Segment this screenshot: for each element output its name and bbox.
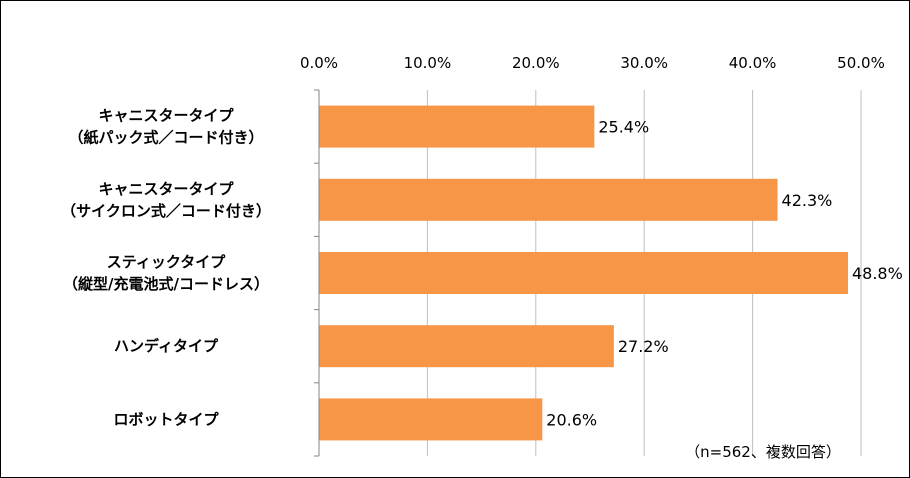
category-labels: キャニスタータイプ （紙パック式／コード付き） キャニスタータイプ （サイクロン式／コ… <box>61 107 271 429</box>
x-tick-label: 40.0% <box>729 54 777 72</box>
x-tick-label: 30.0% <box>620 54 668 72</box>
x-tick-label: 20.0% <box>512 54 560 72</box>
data-labels: 25.4% 42.3% 48.8% 27.2% 20.6% <box>546 118 903 430</box>
x-tick-label: 50.0% <box>837 54 885 72</box>
category-label: ハンディタイプ <box>114 337 219 355</box>
category-label: （縦型/充電池式/コードレス） <box>63 275 269 293</box>
sample-note: （n=562、複数回答） <box>685 443 841 461</box>
x-tick-label: 0.0% <box>300 54 338 72</box>
category-label: キャニスタータイプ <box>98 180 234 198</box>
category-label: キャニスタータイプ <box>98 107 234 125</box>
bar <box>319 252 848 294</box>
category-label: （サイクロン式／コード付き） <box>61 202 271 220</box>
data-label: 48.8% <box>852 264 903 283</box>
bars <box>319 105 848 441</box>
data-label: 20.6% <box>546 410 597 429</box>
data-label: 42.3% <box>782 191 833 210</box>
category-label: ロボットタイプ <box>113 410 219 428</box>
x-tick-labels: 0.0% 10.0% 20.0% 30.0% 40.0% 50.0% <box>300 54 885 72</box>
category-label: スティックタイプ <box>107 253 227 271</box>
x-tick-label: 10.0% <box>404 54 452 72</box>
data-label: 27.2% <box>618 337 669 356</box>
bar <box>319 398 543 441</box>
bar <box>319 105 595 148</box>
bar <box>319 178 778 221</box>
category-label: （紙パック式／コード付き） <box>68 129 263 147</box>
data-label: 25.4% <box>598 118 649 137</box>
bar <box>319 325 614 368</box>
